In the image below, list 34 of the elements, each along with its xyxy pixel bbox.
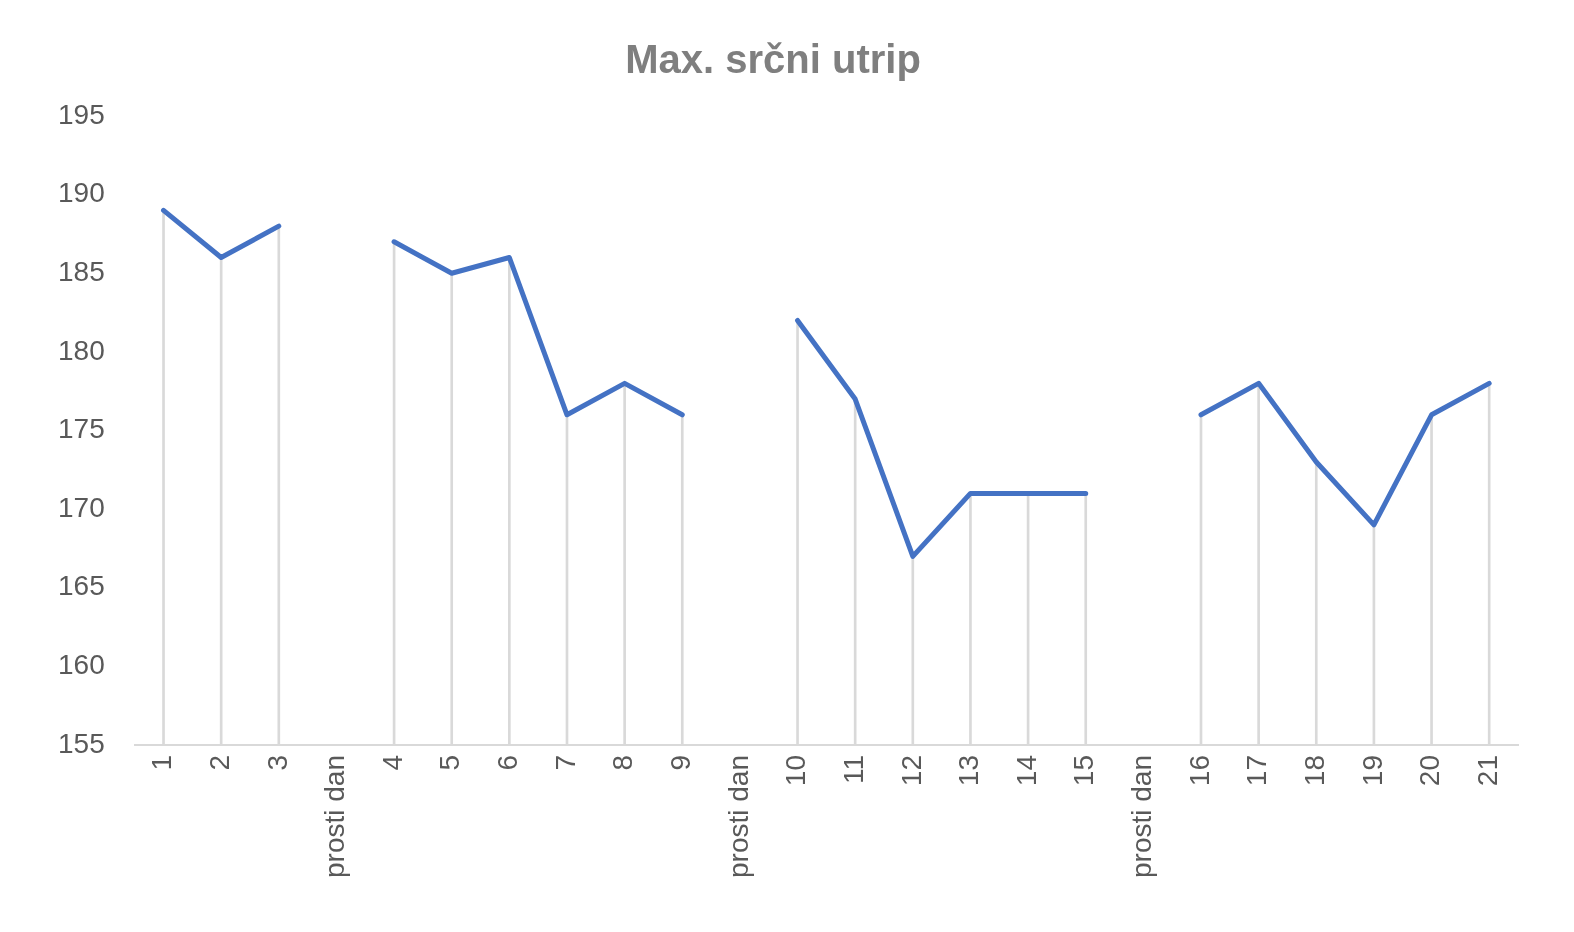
x-tick-label: prosti dan	[319, 755, 351, 878]
x-tick-label: 15	[1068, 755, 1100, 787]
y-tick-label: 185	[58, 255, 105, 287]
y-tick-label: 155	[58, 727, 105, 759]
x-tick-label: 1	[146, 755, 178, 771]
x-tick-label: prosti dan	[722, 755, 754, 878]
x-tick-label: 11	[837, 755, 869, 785]
x-tick-label: 21	[1471, 755, 1503, 787]
x-tick-label: 20	[1414, 755, 1446, 787]
y-tick-label: 175	[58, 413, 105, 445]
x-tick-label: 12	[895, 755, 927, 787]
y-tick-label: 165	[58, 570, 105, 602]
x-tick-label: prosti dan	[1126, 755, 1158, 878]
x-tick-label: 19	[1356, 755, 1388, 787]
x-tick-label: 18	[1298, 755, 1330, 787]
x-tick-label: 3	[261, 755, 293, 771]
x-tick-label: 2	[203, 755, 235, 771]
x-tick-label: 17	[1241, 755, 1273, 787]
y-tick-label: 190	[58, 177, 105, 209]
x-tick-label: 13	[953, 755, 985, 787]
x-tick-label: 16	[1183, 755, 1215, 787]
x-tick-label: 10	[780, 755, 812, 787]
y-tick-label: 180	[58, 334, 105, 366]
x-tick-label: 7	[549, 755, 581, 771]
x-tick-label: 4	[376, 755, 408, 771]
x-tick-label: 14	[1010, 755, 1042, 787]
x-tick-label: 9	[664, 755, 696, 771]
x-tick-label: 6	[492, 755, 524, 771]
x-tick-label: 8	[607, 755, 639, 771]
y-tick-label: 160	[58, 649, 105, 681]
x-tick-label: 5	[434, 755, 466, 771]
chart-title: Max. srčni utrip	[625, 37, 921, 82]
y-tick-label: 195	[58, 98, 105, 130]
y-tick-label: 170	[58, 491, 105, 523]
